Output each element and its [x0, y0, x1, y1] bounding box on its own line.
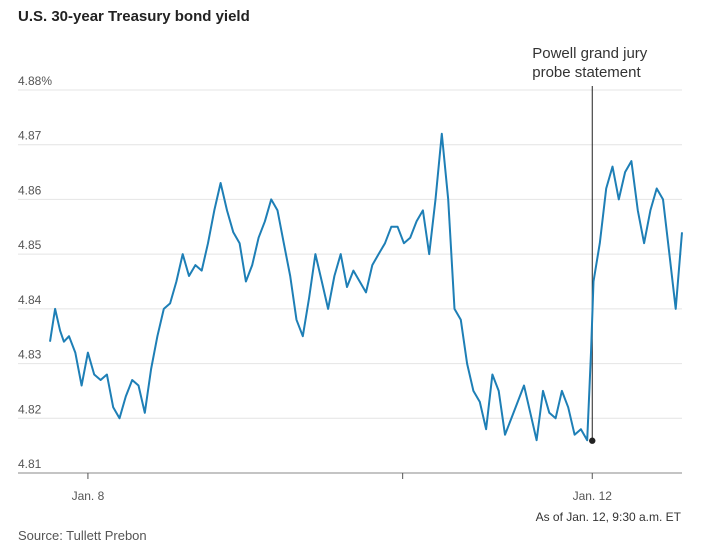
chart-title: U.S. 30-year Treasury bond yield: [18, 8, 250, 25]
source-note: Source: Tullett Prebon: [18, 528, 147, 543]
annotation-label: Powell grand jury: [532, 45, 648, 62]
y-axis-tick-labels: 4.88% 4.87 4.86 4.85 4.84 4.83 4.82 4.81: [18, 74, 52, 471]
x-tick-label: Jan. 12: [573, 489, 613, 503]
y-tick-label: 4.87: [18, 129, 42, 143]
x-axis: Jan. 8 Jan. 12: [72, 473, 613, 503]
annotation-dot: [589, 437, 596, 444]
annotation: Powell grand jury probe statement: [532, 45, 648, 444]
y-tick-label: 4.88%: [18, 74, 52, 88]
y-tick-label: 4.83: [18, 348, 42, 362]
y-tick-label: 4.85: [18, 238, 42, 252]
timestamp-note: As of Jan. 12, 9:30 a.m. ET: [535, 510, 681, 524]
series-line-group: [49, 132, 683, 442]
y-tick-label: 4.84: [18, 293, 42, 307]
y-tick-label: 4.82: [18, 402, 42, 416]
y-tick-label: 4.81: [18, 457, 42, 471]
annotation-label: probe statement: [532, 64, 641, 81]
x-tick-label: Jan. 8: [72, 489, 105, 503]
y-tick-label: 4.86: [18, 183, 42, 197]
series-line: [49, 132, 683, 442]
